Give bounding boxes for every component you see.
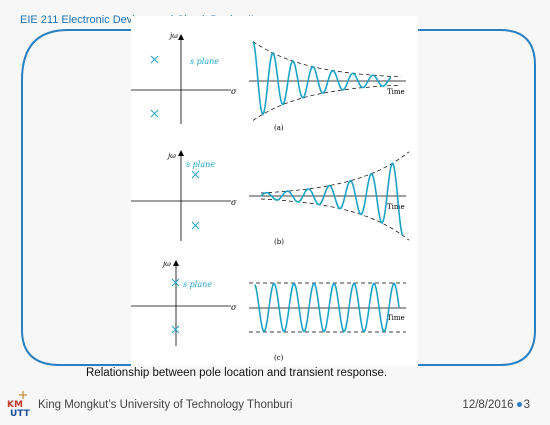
frame-outline — [21, 29, 536, 366]
time-label-b: Time — [387, 203, 405, 211]
s-plane-label-c: s plane — [183, 280, 212, 289]
panel-b: jω σ s plane Time (b) — [131, 150, 410, 246]
pole-b-2 — [191, 221, 200, 230]
imag-arrow-c — [173, 260, 179, 266]
imag-label-b: jω — [166, 152, 176, 160]
real-label-b: σ — [231, 198, 237, 207]
figure-caption: Relationship between pole location and t… — [86, 367, 388, 379]
pole-a-2 — [150, 109, 159, 118]
footer-institution: King Mongkut’s University of Technology … — [38, 399, 293, 411]
envelope-lower-a — [252, 84, 402, 121]
footer-date-page: 12/8/2016 3 — [462, 399, 530, 411]
s-plane-c: jω σ s plane — [131, 260, 237, 346]
footer-date: 12/8/2016 — [462, 399, 514, 411]
s-plane-b: jω σ s plane — [131, 150, 237, 241]
svg-text:UTT: UTT — [10, 409, 31, 417]
pole-c-2 — [171, 325, 180, 334]
s-plane-label-a: s plane — [190, 57, 219, 66]
bullet-dot-icon — [516, 401, 522, 407]
imag-arrow-b — [178, 150, 184, 156]
pole-response-figure: jω σ s plane Time (a) — [131, 16, 418, 366]
panel-a: jω σ s plane Time (a) — [131, 32, 406, 132]
panel-c: jω σ s plane Time (c) — [131, 260, 406, 362]
real-label-a: σ — [231, 87, 237, 96]
response-wave-b — [260, 162, 404, 237]
imag-label-c: jω — [161, 260, 171, 268]
time-label-c: Time — [387, 314, 405, 322]
response-wave-c — [254, 282, 400, 333]
page-number: 3 — [523, 399, 530, 411]
figure-svg: jω σ s plane Time (a) — [131, 32, 410, 362]
time-label-a: Time — [387, 88, 405, 96]
envelope-upper-b — [260, 151, 410, 194]
response-wave-a — [252, 41, 392, 116]
real-label-c: σ — [231, 303, 237, 312]
panel-label-a: (a) — [274, 124, 284, 132]
kmutt-logo: KM UTT — [7, 391, 31, 417]
panel-label-c: (c) — [274, 354, 284, 362]
pole-c-1 — [171, 278, 180, 287]
imag-arrow-a — [178, 34, 184, 40]
pole-a-1 — [150, 55, 159, 64]
pole-b-1 — [191, 170, 200, 179]
svg-text:KM: KM — [7, 400, 23, 410]
envelope-lower-b — [260, 198, 410, 241]
s-plane-a: jω σ s plane — [131, 32, 237, 124]
envelope-upper-a — [252, 41, 402, 78]
s-plane-label-b: s plane — [186, 160, 215, 169]
panel-label-b: (b) — [274, 238, 284, 246]
imag-label-a: jω — [168, 32, 178, 40]
